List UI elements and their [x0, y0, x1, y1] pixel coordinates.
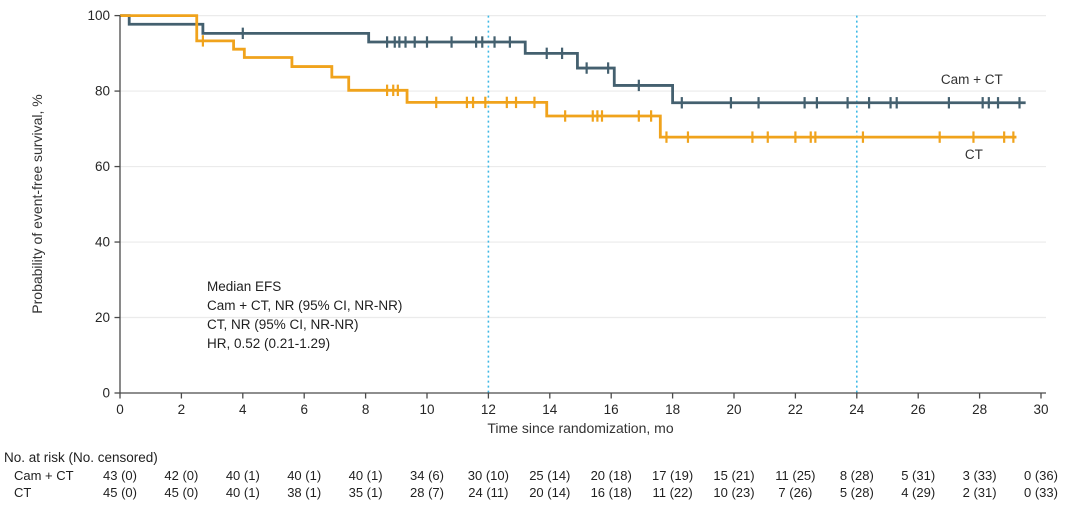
series-label-cam-ct: Cam + CT [941, 72, 1003, 87]
series-label-ct: CT [965, 147, 983, 162]
x-tick-label: 28 [972, 402, 987, 417]
risk-cell: 24 (11) [468, 485, 509, 500]
risk-cell: 15 (21) [713, 468, 755, 483]
risk-cell: 11 (25) [775, 468, 816, 483]
curve-cam-ct [120, 14, 1026, 105]
risk-cell: 40 (1) [225, 468, 260, 483]
x-tick-label: 6 [300, 402, 308, 417]
risk-cell: 7 (26) [778, 485, 813, 500]
median-efs-annotation: Median EFS Cam + CT, NR (95% CI, NR-NR) … [207, 277, 402, 353]
x-tick-label: 26 [911, 402, 926, 417]
risk-cell: 11 (22) [652, 485, 693, 500]
risk-cell: 40 (1) [348, 468, 383, 483]
risk-cell: 40 (1) [225, 485, 260, 500]
y-tick-label: 0 [102, 386, 110, 401]
curve-ct [120, 14, 1017, 139]
risk-cell: 4 (29) [901, 485, 936, 500]
risk-cell: 30 (10) [467, 468, 509, 483]
risk-row-cam-ct: Cam + CT 43 (0) 42 (0) 40 (1) 40 (1) 40 (1) 34… [0, 468, 1080, 484]
y-tick-label: 100 [87, 8, 110, 23]
x-tick-label: 20 [726, 402, 741, 417]
x-tick-label: 0 [116, 402, 124, 417]
x-tick-label: 24 [849, 402, 865, 417]
risk-cell: 0 (33) [1024, 485, 1058, 500]
risk-cell: 17 (19) [651, 468, 694, 483]
risk-row-label: Cam + CT [14, 468, 74, 483]
risk-row-ct: CT 45 (0) 45 (0) 40 (1) 38 (1) 35 (1) 28 (7) 24… [0, 485, 1080, 501]
annotation-line: Median EFS [207, 279, 282, 294]
risk-cell: 5 (31) [901, 468, 936, 483]
risk-table-header: No. at risk (No. censored) [4, 450, 158, 465]
risk-cell: 3 (33) [962, 468, 997, 483]
risk-cell: 10 (23) [713, 485, 755, 500]
x-tick-label: 4 [239, 402, 247, 417]
risk-cell: 45 (0) [103, 485, 137, 500]
risk-cell: 42 (0) [164, 468, 199, 483]
x-tick-label: 18 [665, 402, 680, 417]
x-tick-label: 16 [604, 402, 619, 417]
risk-cell: 25 (14) [529, 468, 571, 483]
x-tick-label: 14 [542, 402, 558, 417]
risk-cell: 40 (1) [287, 468, 322, 483]
risk-cell: 0 (36) [1024, 468, 1058, 483]
series-labels: Cam + CT CT [941, 72, 1003, 162]
risk-cell: 45 (0) [164, 485, 199, 500]
x-tick-label: 2 [178, 402, 186, 417]
x-tick-label: 12 [481, 402, 496, 417]
risk-cell: 34 (6) [410, 468, 444, 483]
risk-cell: 43 (0) [103, 468, 137, 483]
risk-cell: 8 (28) [839, 468, 874, 483]
x-tick-label: 10 [419, 402, 434, 417]
y-axis-title: Probability of event-free survival, % [29, 94, 45, 314]
x-tick-label: 22 [788, 402, 803, 417]
y-tick-label: 20 [95, 310, 110, 325]
x-tick-label: 30 [1033, 402, 1048, 417]
risk-cell: 2 (31) [962, 485, 997, 500]
annotation-line: CT, NR (95% CI, NR-NR) [207, 317, 359, 332]
risk-row-label: CT [14, 485, 32, 500]
x-axis-title: Time since randomization, mo [487, 420, 674, 436]
annotation-line: HR, 0.52 (0.21-1.29) [207, 336, 331, 351]
risk-cell: 38 (1) [287, 485, 322, 500]
risk-cell: 16 (18) [590, 485, 632, 500]
y-tick-label: 60 [95, 159, 110, 174]
y-tick-label: 80 [95, 84, 110, 99]
risk-cell: 35 (1) [348, 485, 383, 500]
gridlines [120, 15, 1046, 319]
annotation-line: Cam + CT, NR (95% CI, NR-NR) [207, 298, 403, 313]
reference-lines [487, 15, 858, 393]
risk-cell: 20 (18) [590, 468, 632, 483]
risk-cell: 20 (14) [529, 485, 571, 500]
risk-cell: 5 (28) [839, 485, 874, 500]
survival-curves [120, 14, 1026, 143]
risk-cell: 28 (7) [410, 485, 444, 500]
y-tick-label: 40 [95, 235, 110, 250]
x-tick-label: 8 [362, 402, 370, 417]
